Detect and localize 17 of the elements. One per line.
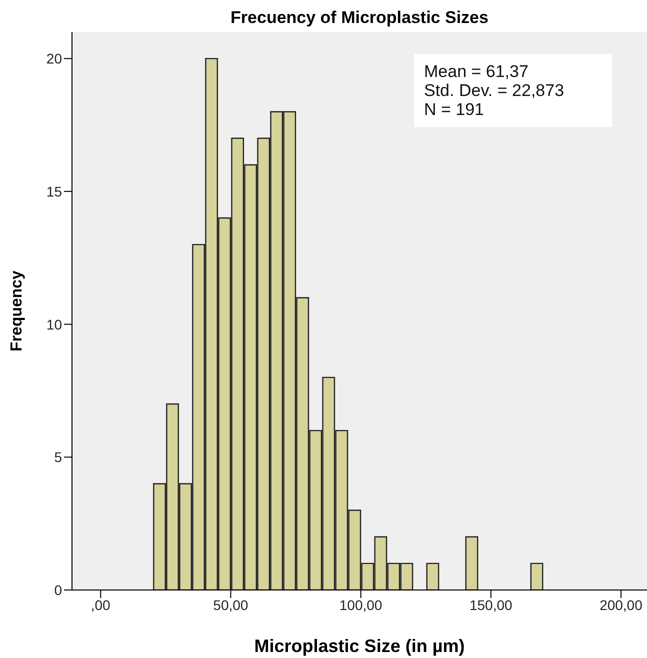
chart-title: Frecuency of Microplastic Sizes xyxy=(230,8,490,28)
annotation: N = 191 xyxy=(424,100,486,119)
annotation: Mean = 61,37 xyxy=(424,62,530,81)
y-tick-label: 15 xyxy=(46,183,62,200)
y-tick-label: 5 xyxy=(54,449,62,466)
y-tick-label: 0 xyxy=(54,582,62,598)
y-tick-label: 10 xyxy=(46,316,62,332)
y-axis-title: Frequency xyxy=(8,270,26,352)
annotation: Std. Dev. = 22,873 xyxy=(424,81,566,100)
x-tick-label: 200,00 xyxy=(600,596,643,613)
x-tick-label: 100,00 xyxy=(339,596,382,613)
x-tick-label: 150,00 xyxy=(469,596,513,613)
x-axis-title: Microplastic Size (in µm) xyxy=(254,636,465,656)
y-tick-label: 20 xyxy=(46,50,62,67)
x-tick-label: 50,00 xyxy=(213,596,248,613)
stats-box: Mean = 61,37 Std. Dev. = 22,873 N = 191 xyxy=(414,54,612,127)
x-tick-label: ,00 xyxy=(90,596,111,613)
